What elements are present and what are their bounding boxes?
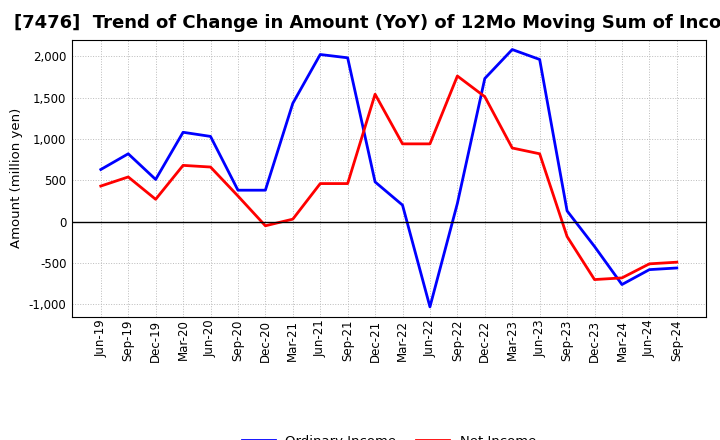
Ordinary Income (426, 304, 434, 309)
Net Income (289, 216, 297, 222)
Ordinary Income (398, 202, 407, 208)
Net Income (480, 94, 489, 99)
Ordinary Income (343, 55, 352, 60)
Legend: Ordinary Income, Net Income: Ordinary Income, Net Income (235, 428, 543, 440)
Net Income (618, 275, 626, 281)
Ordinary Income (590, 244, 599, 249)
Net Income (316, 181, 325, 186)
Net Income (453, 73, 462, 79)
Net Income (672, 260, 681, 265)
Ordinary Income (289, 101, 297, 106)
Net Income (233, 193, 242, 198)
Net Income (590, 277, 599, 282)
Ordinary Income (508, 47, 516, 52)
Net Income (124, 174, 132, 180)
Y-axis label: Amount (million yen): Amount (million yen) (10, 108, 23, 248)
Ordinary Income (480, 76, 489, 81)
Ordinary Income (453, 201, 462, 206)
Ordinary Income (563, 208, 572, 213)
Line: Ordinary Income: Ordinary Income (101, 50, 677, 307)
Net Income (151, 197, 160, 202)
Ordinary Income (233, 187, 242, 193)
Ordinary Income (261, 187, 270, 193)
Ordinary Income (151, 177, 160, 182)
Net Income (398, 141, 407, 147)
Line: Net Income: Net Income (101, 76, 677, 279)
Net Income (563, 234, 572, 239)
Ordinary Income (645, 267, 654, 272)
Net Income (508, 145, 516, 150)
Ordinary Income (536, 57, 544, 62)
Ordinary Income (124, 151, 132, 157)
Net Income (536, 151, 544, 157)
Net Income (371, 92, 379, 97)
Ordinary Income (371, 179, 379, 184)
Ordinary Income (316, 52, 325, 57)
Net Income (426, 141, 434, 147)
Ordinary Income (179, 130, 187, 135)
Net Income (343, 181, 352, 186)
Ordinary Income (618, 282, 626, 287)
Net Income (261, 223, 270, 228)
Ordinary Income (672, 265, 681, 271)
Net Income (206, 165, 215, 170)
Net Income (645, 261, 654, 267)
Net Income (179, 163, 187, 168)
Net Income (96, 183, 105, 189)
Ordinary Income (206, 134, 215, 139)
Title: [7476]  Trend of Change in Amount (YoY) of 12Mo Moving Sum of Incomes: [7476] Trend of Change in Amount (YoY) o… (14, 15, 720, 33)
Ordinary Income (96, 167, 105, 172)
